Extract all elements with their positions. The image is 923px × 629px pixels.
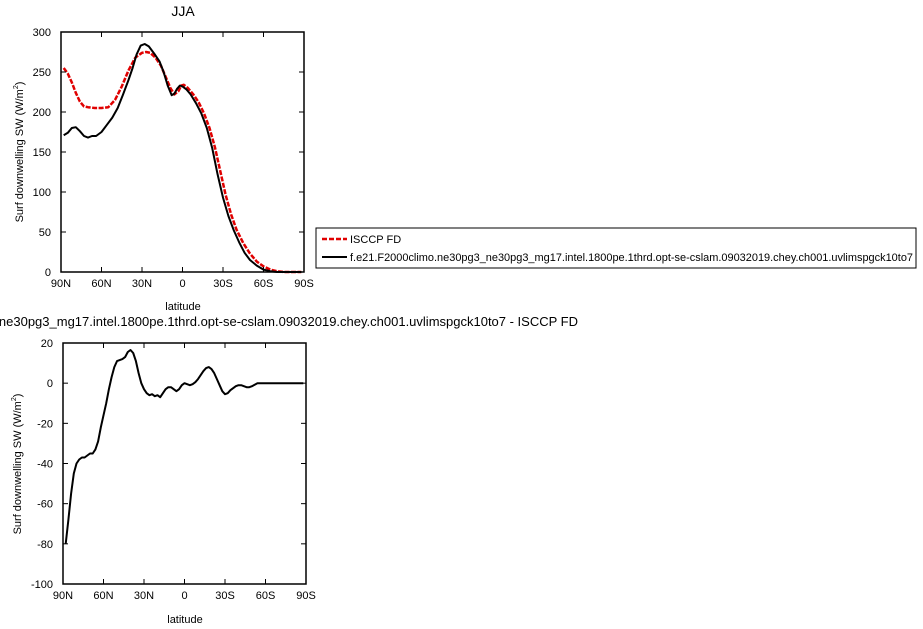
- bottom-chart-x-tick-label: 90S: [296, 590, 316, 602]
- bottom-chart-y-axis-label-main: Surf downwelling SW (W/m: [12, 401, 24, 534]
- top-chart-series-1-line: [63, 43, 302, 273]
- top-chart-x-tick-label: 60S: [254, 278, 274, 290]
- bottom-chart-y-tick-label: 20: [41, 338, 53, 350]
- legend-label-model: f.e21.F2000climo.ne30pg3_ne30pg3_mg17.in…: [350, 252, 913, 264]
- top-chart-plot-frame: [60, 31, 305, 273]
- top-chart-y-tick-label: 150: [33, 147, 51, 159]
- bottom-chart-y-tick-label: -40: [37, 459, 53, 471]
- top-chart-y-tick-label: 300: [33, 27, 51, 39]
- bottom-chart-x-tick-label: 30N: [134, 590, 154, 602]
- top-chart-y-tick-label: 250: [33, 67, 51, 79]
- bottom-chart-y-tick-label: 0: [47, 378, 53, 390]
- bottom-chart-x-tick-label: 30S: [215, 590, 235, 602]
- top-chart-x-tick-label: 0: [179, 278, 185, 290]
- top-chart-y-axis-label-superscript: 2: [13, 85, 20, 89]
- top-chart-x-tick-label: 60N: [91, 278, 111, 290]
- legend-box: [315, 227, 917, 269]
- bottom-chart-y-tick-label: -80: [37, 539, 53, 551]
- top-chart-y-axis-label-main: Surf downwelling SW (W/m: [14, 89, 26, 222]
- top-chart-x-tick-label: 90N: [51, 278, 71, 290]
- bottom-chart-y-axis-label: Surf downwelling SW (W/m2): [11, 394, 24, 535]
- legend: ISCCP FD f.e21.F2000climo.ne30pg3_ne30pg…: [315, 227, 917, 269]
- bottom-chart-series-group: [64, 349, 304, 544]
- bottom-chart-title: f.e21.F2000climo.ne30pg3_ne30pg3_mg17.in…: [0, 314, 578, 329]
- bottom-chart: f.e21.F2000climo.ne30pg3_ne30pg3_mg17.in…: [0, 314, 578, 626]
- bottom-chart-plot-frame: [62, 342, 307, 585]
- top-chart-y-tick-label: 0: [45, 267, 51, 279]
- bottom-chart-y-ticks: -100 -80 -60 -40 -20 0 20: [31, 338, 306, 591]
- bottom-chart-x-tick-label: 60S: [256, 590, 276, 602]
- bottom-chart-series-0-line: [64, 349, 304, 544]
- top-chart-x-ticks: 90N 60N 30N 0 30S 60S 90S: [51, 32, 314, 290]
- top-chart-x-tick-label: 30S: [213, 278, 233, 290]
- bottom-chart-y-axis-label-superscript: 2: [11, 397, 18, 401]
- bottom-chart-x-ticks: 90N 60N 30N 0 30S 60S 90S: [53, 343, 316, 602]
- top-chart-x-axis-label: latitude: [165, 301, 200, 313]
- bottom-chart-y-tick-label: -60: [37, 499, 53, 511]
- bottom-chart-y-axis-label-close: ): [12, 394, 24, 398]
- bottom-chart-y-tick-label: -100: [31, 579, 53, 591]
- top-chart-y-axis-label: Surf downwelling SW (W/m2): [13, 82, 26, 223]
- top-chart-y-tick-label: 200: [33, 107, 51, 119]
- top-chart-y-axis-label-close: ): [14, 82, 26, 86]
- top-chart-title: JJA: [171, 3, 195, 19]
- top-chart-y-tick-label: 50: [39, 227, 51, 239]
- bottom-chart-x-axis-label: latitude: [167, 614, 202, 626]
- bottom-chart-x-tick-label: 0: [181, 590, 187, 602]
- top-chart-y-ticks: 0 50 100 150 200 250 300: [33, 27, 304, 279]
- bottom-chart-x-tick-label: 60N: [93, 590, 113, 602]
- top-chart-series-group: [62, 43, 302, 274]
- top-chart-series-0-line: [62, 50, 302, 274]
- bottom-chart-y-tick-label: -20: [37, 418, 53, 430]
- top-chart-x-tick-label: 90S: [294, 278, 314, 290]
- legend-label-isccp: ISCCP FD: [350, 234, 401, 246]
- top-chart-y-tick-label: 100: [33, 187, 51, 199]
- top-chart-x-tick-label: 30N: [132, 278, 152, 290]
- bottom-chart-x-tick-label: 90N: [53, 590, 73, 602]
